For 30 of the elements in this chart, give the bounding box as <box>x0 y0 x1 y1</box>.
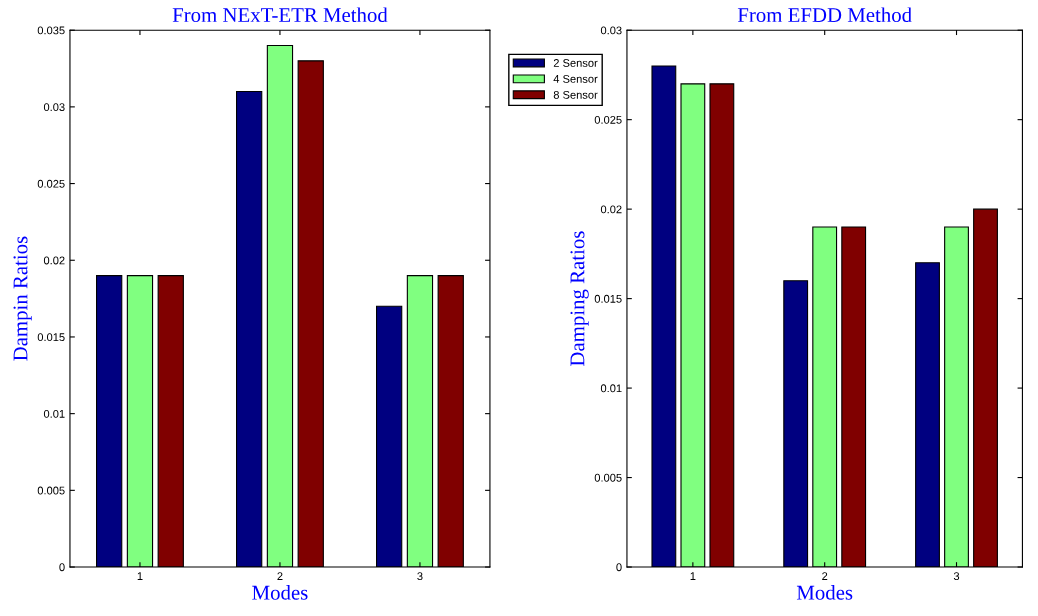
y-tick-label: 0.01 <box>43 409 65 418</box>
y-tick-label: 0.005 <box>594 473 622 482</box>
y-tick-label: 0.01 <box>600 384 622 393</box>
y-tick-label: 0 <box>59 563 65 572</box>
y-axis-title: Dampin Ratios <box>13 236 32 361</box>
x-tick-label: 3 <box>953 572 960 581</box>
x-tick-label: 2 <box>277 572 283 580</box>
y-tick-label: 0 <box>616 563 622 572</box>
chart-title: From NExT-ETR Method <box>172 7 388 23</box>
x-axis-title: Modes <box>252 585 308 600</box>
y-tick-label: 0.02 <box>600 205 622 214</box>
x-tick-label: 1 <box>690 572 696 580</box>
y-tick-label: 0.005 <box>37 486 65 495</box>
x-tick-label: 2 <box>822 572 828 580</box>
y-tick-label: 0.015 <box>594 294 622 303</box>
chart-title: From EFDD Method <box>737 7 912 23</box>
y-tick-label: 0.03 <box>600 26 622 35</box>
x-tick-label: 3 <box>417 572 423 581</box>
y-tick-label: 0.015 <box>37 333 65 342</box>
x-axis-title: Modes <box>796 585 853 600</box>
y-tick-label: 0.035 <box>37 26 65 35</box>
y-axis-title: Damping Ratios <box>570 231 589 366</box>
legend-label: 8 Sensor <box>553 90 598 99</box>
y-tick-label: 0.02 <box>43 256 65 265</box>
y-tick-label: 0.025 <box>594 115 622 124</box>
y-tick-label: 0.03 <box>43 103 65 112</box>
legend-label: 2 Sensor <box>553 59 598 67</box>
x-tick-label: 1 <box>137 572 143 580</box>
legend-label: 4 Sensor <box>553 74 598 83</box>
y-tick-label: 0.025 <box>37 179 65 188</box>
